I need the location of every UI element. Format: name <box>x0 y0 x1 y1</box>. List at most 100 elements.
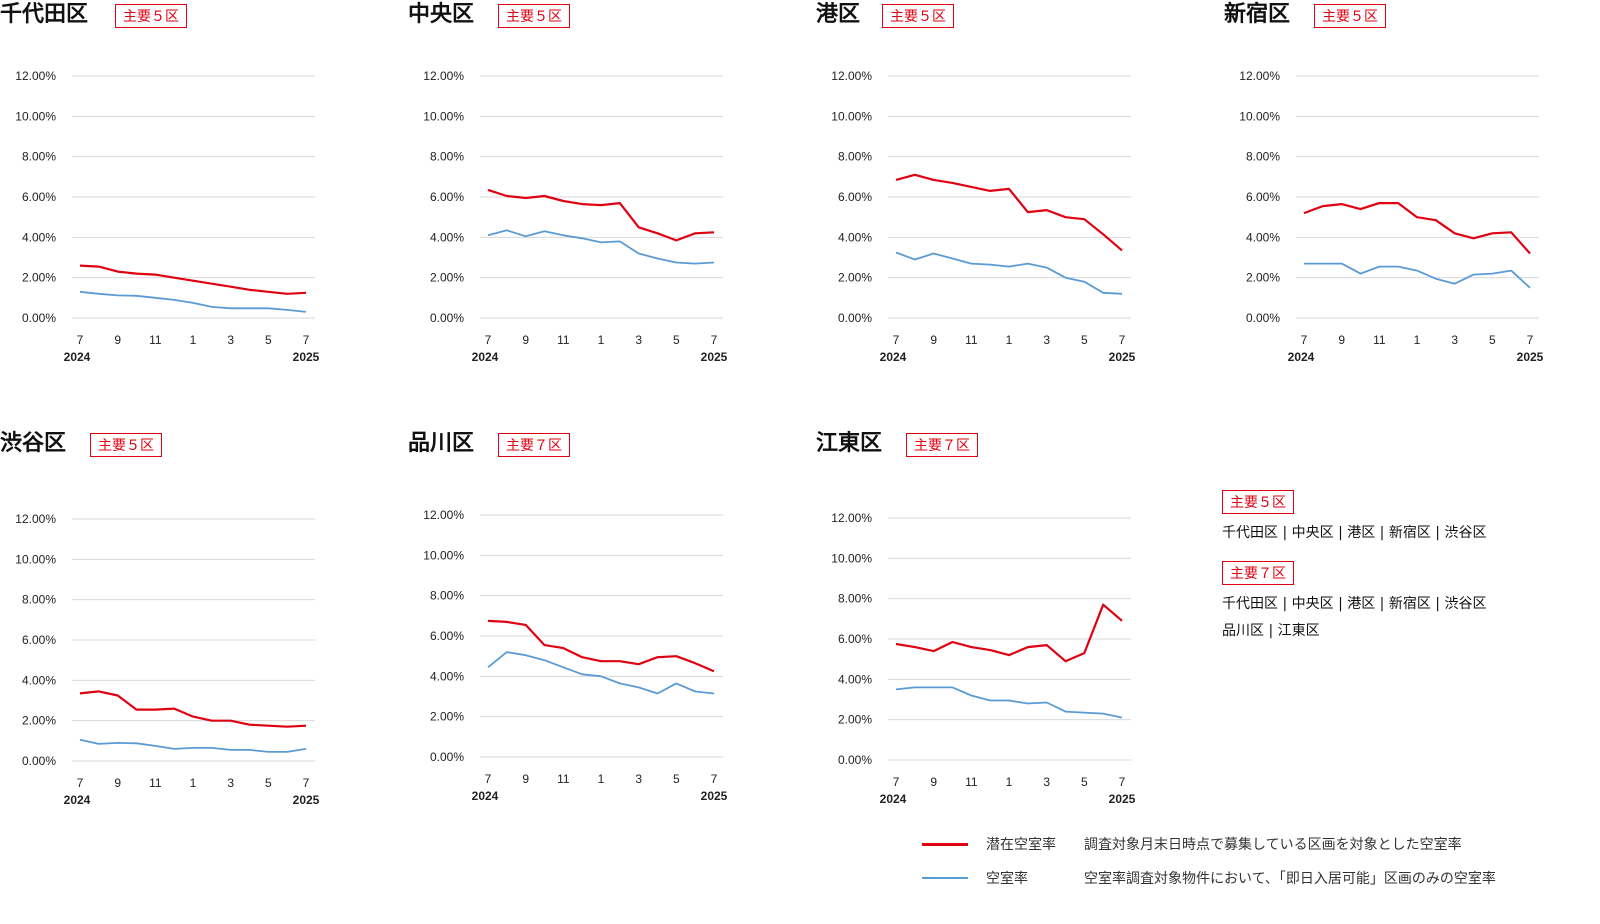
series-line-potential <box>1303 202 1531 255</box>
x-tick-label: 3 <box>1043 333 1050 347</box>
x-tick-label: 9 <box>930 775 937 789</box>
y-tick-label: 10.00% <box>423 109 464 123</box>
chart-title: 渋谷区 <box>0 431 67 456</box>
note-group: 主要７区 千代田区 | 中央区 | 港区 | 新宿区 | 渋谷区 品川区 | 江… <box>1222 561 1562 645</box>
y-tick-label: 12.00% <box>831 511 872 525</box>
legend-desc: 空室率調査対象物件において、「即日入居可能」区画のみの空室率 <box>1084 871 1496 887</box>
x-year-label: 2024 <box>472 350 499 364</box>
y-tick-label: 8.00% <box>1246 150 1280 164</box>
x-tick-label: 5 <box>1081 775 1088 789</box>
chart-panel-shinagawa: 品川区 主要７区 0.00% 2.00% 4.00% 6.00% 8.00% 10.00%… <box>408 429 788 829</box>
y-tick-label: 12.00% <box>831 69 872 83</box>
y-tick-label: 6.00% <box>838 190 872 204</box>
y-tick-label: 2.00% <box>1246 271 1280 285</box>
x-tick-label: 1 <box>190 776 197 790</box>
chart-tag: 主要５区 <box>498 4 570 28</box>
x-tick-label: 1 <box>598 772 605 786</box>
x-tick-label: 3 <box>1043 775 1050 789</box>
y-tick-label: 8.00% <box>430 150 464 164</box>
x-tick-label: 7 <box>485 333 492 347</box>
chart-tag: 主要７区 <box>498 433 570 457</box>
x-tick-label: 3 <box>635 333 642 347</box>
line-chart: 0.00% 2.00% 4.00% 6.00% 8.00% 10.00% 12.00% 7 9 1… <box>1239 69 1544 364</box>
series-line-vacancy <box>895 686 1123 719</box>
x-year-label: 2025 <box>1109 350 1136 364</box>
x-tick-label: 7 <box>1119 333 1126 347</box>
y-tick-label: 6.00% <box>22 190 56 204</box>
series-line-potential <box>487 619 715 673</box>
x-tick-label: 7 <box>711 772 718 786</box>
chart-title: 江東区 <box>816 431 883 456</box>
y-tick-label: 12.00% <box>15 512 56 526</box>
legend-item-potential: 潜在空室率 調査対象月末日時点で募集している区画を対象とした空室率 <box>920 832 1560 866</box>
y-tick-label: 2.00% <box>22 271 56 285</box>
series-line-vacancy <box>79 290 307 313</box>
chart-tag: 主要５区 <box>90 433 162 457</box>
y-tick-label: 8.00% <box>430 589 464 603</box>
chart-tag: 主要５区 <box>882 4 954 28</box>
x-tick-label: 1 <box>1006 775 1013 789</box>
legend-swatch-potential <box>922 843 968 846</box>
y-tick-label: 6.00% <box>22 633 56 647</box>
region-notes: 主要５区 千代田区 | 中央区 | 港区 | 新宿区 | 渋谷区 主要７区 千代… <box>1222 490 1562 645</box>
note-line: 品川区 | 江東区 <box>1222 623 1320 639</box>
y-tick-label: 6.00% <box>430 629 464 643</box>
y-tick-label: 12.00% <box>15 69 56 83</box>
y-tick-label: 2.00% <box>430 710 464 724</box>
note-line: 千代田区 | 中央区 | 港区 | 新宿区 | 渋谷区 <box>1222 596 1487 612</box>
y-tick-label: 0.00% <box>430 750 464 764</box>
x-tick-label: 9 <box>930 333 937 347</box>
x-tick-label: 1 <box>1006 333 1013 347</box>
x-year-label: 2025 <box>701 789 728 803</box>
chart-title: 新宿区 <box>1224 2 1291 27</box>
x-year-label: 2025 <box>701 350 728 364</box>
chart-panel-chiyoda: 千代田区 主要５区 0.00% 2.00% 4.00% 6.00% 8.00% 10.00… <box>0 0 380 400</box>
chart-panel-chuo: 中央区 主要５区 0.00% 2.00% 4.00% 6.00% 8.00% 10.00%… <box>408 0 788 400</box>
y-tick-label: 4.00% <box>1246 230 1280 244</box>
y-tick-label: 4.00% <box>838 230 872 244</box>
series-line-potential <box>79 690 307 728</box>
y-tick-label: 6.00% <box>430 190 464 204</box>
series-line-potential <box>487 188 715 242</box>
x-tick-label: 3 <box>635 772 642 786</box>
x-tick-label: 11 <box>149 333 162 347</box>
x-year-label: 2024 <box>880 350 907 364</box>
y-tick-label: 4.00% <box>430 230 464 244</box>
y-tick-label: 10.00% <box>423 548 464 562</box>
x-tick-label: 11 <box>1373 333 1386 347</box>
legend-item-vacancy: 空室率 空室率調査対象物件において、「即日入居可能」区画のみの空室率 <box>920 866 1560 900</box>
y-tick-label: 2.00% <box>22 714 56 728</box>
y-tick-label: 0.00% <box>22 311 56 325</box>
y-tick-label: 10.00% <box>15 109 56 123</box>
legend-desc: 調査対象月末日時点で募集している区画を対象とした空室率 <box>1084 837 1462 853</box>
x-tick-label: 5 <box>1081 333 1088 347</box>
note-tag: 主要５区 <box>1222 490 1294 514</box>
line-chart: 0.00% 2.00% 4.00% 6.00% 8.00% 10.00% 12.00% 7 9 1… <box>15 69 319 364</box>
x-tick-label: 5 <box>673 772 680 786</box>
x-year-label: 2024 <box>1288 350 1315 364</box>
x-year-label: 2024 <box>472 789 499 803</box>
chart-panel-shinjuku: 新宿区 主要５区 0.00% 2.00% 4.00% 6.00% 8.00% 10.00%… <box>1224 0 1600 400</box>
chart-title: 港区 <box>816 2 861 27</box>
x-year-label: 2025 <box>1517 350 1544 364</box>
x-tick-label: 5 <box>265 333 272 347</box>
line-chart: 0.00% 2.00% 4.00% 6.00% 8.00% 10.00% 12.00% 7 9 1… <box>423 508 728 803</box>
line-chart: 0.00% 2.00% 4.00% 6.00% 8.00% 10.00% 12.00% 7 9 1… <box>423 69 728 364</box>
x-tick-label: 7 <box>1119 775 1126 789</box>
y-tick-label: 4.00% <box>22 673 56 687</box>
chart-tag: 主要５区 <box>115 4 187 28</box>
y-tick-label: 2.00% <box>838 271 872 285</box>
series-line-vacancy <box>487 651 715 695</box>
y-tick-label: 0.00% <box>22 754 56 768</box>
line-chart: 0.00% 2.00% 4.00% 6.00% 8.00% 10.00% 12.00% 7 9 1… <box>15 512 319 807</box>
x-tick-label: 11 <box>557 772 570 786</box>
chart-title: 品川区 <box>408 431 475 456</box>
y-tick-label: 12.00% <box>423 508 464 522</box>
x-tick-label: 3 <box>1451 333 1458 347</box>
chart-panel-shibuya: 渋谷区 主要５区 0.00% 2.00% 4.00% 6.00% 8.00% 10.00%… <box>0 429 380 829</box>
chart-title: 中央区 <box>408 2 475 27</box>
y-tick-label: 6.00% <box>838 632 872 646</box>
y-tick-label: 6.00% <box>1246 190 1280 204</box>
x-tick-label: 7 <box>77 776 84 790</box>
line-chart: 0.00% 2.00% 4.00% 6.00% 8.00% 10.00% 12.00% 7 9 1… <box>831 69 1136 364</box>
